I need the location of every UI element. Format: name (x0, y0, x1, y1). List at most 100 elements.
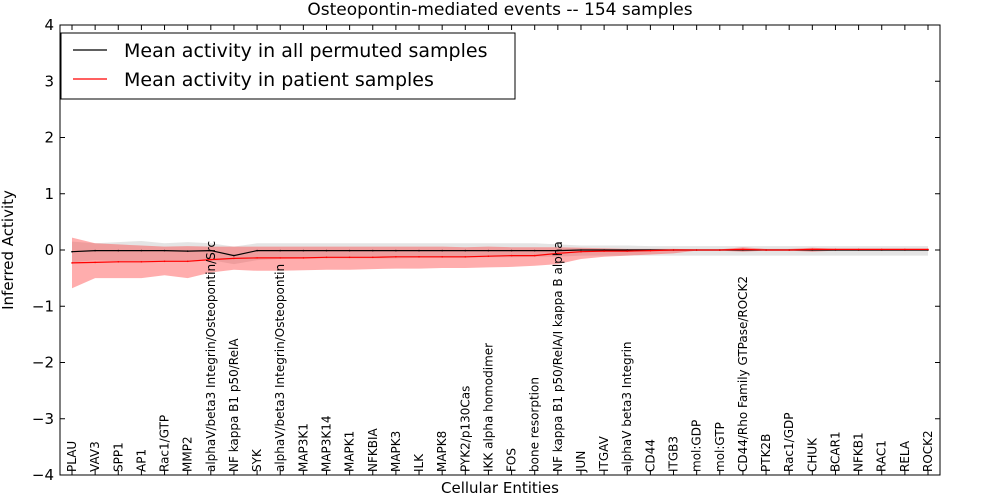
point-series-0 (186, 250, 189, 252)
x-tick-label: mol:GDP (690, 420, 704, 472)
legend: Mean activity in all permuted samples Me… (60, 32, 516, 100)
x-tick-label: ITGAV (597, 435, 611, 472)
y-tick-label: −2 (32, 354, 54, 372)
point-series-0 (487, 249, 490, 252)
point-series-1 (927, 248, 929, 251)
point-series-1 (533, 254, 536, 257)
point-series-0 (557, 249, 559, 252)
y-axis-label: Inferred Activity (0, 190, 17, 310)
point-series-1 (464, 255, 467, 258)
x-tick-label: ILK (412, 453, 426, 472)
point-series-1 (71, 262, 73, 264)
point-series-1 (603, 250, 605, 252)
point-series-1 (256, 257, 258, 259)
x-tick-label: SPP1 (111, 442, 125, 472)
point-series-0 (71, 250, 73, 253)
x-tick-label: NF kappa B1 p50/RelA/I kappa B alpha (551, 241, 565, 472)
point-series-1 (117, 261, 120, 263)
point-series-1 (348, 256, 351, 259)
point-series-1 (695, 249, 698, 251)
point-series-1 (233, 257, 235, 260)
point-series-1 (186, 260, 189, 263)
x-tick-label: PLAU (65, 441, 79, 472)
point-series-1 (279, 257, 282, 259)
y-tick-label: 3 (44, 72, 54, 90)
y-tick-label: 1 (44, 185, 54, 203)
x-tick-label: Rac1/GTP (158, 415, 172, 472)
x-tick-label: MMP2 (181, 436, 195, 472)
legend-label-patient: Mean activity in patient samples (124, 69, 434, 91)
y-axis: 4 3 2 1 0 −1 −2 −3 −4 (32, 16, 940, 484)
point-series-1 (418, 255, 420, 258)
point-series-1 (904, 248, 906, 251)
legend-box (60, 32, 516, 100)
point-series-0 (418, 249, 420, 252)
point-series-1 (765, 249, 767, 251)
point-series-0 (140, 249, 143, 252)
point-series-1 (557, 252, 559, 255)
point-series-0 (348, 249, 351, 252)
x-tick-label: VAV3 (88, 441, 102, 472)
x-tick-label: NFKB1 (852, 432, 866, 472)
y-tick-label: −3 (32, 410, 54, 428)
point-series-0 (603, 249, 605, 251)
x-tick-label: alphaV beta3 Integrin (620, 341, 634, 472)
point-series-1 (834, 248, 837, 251)
legend-label-permuted: Mean activity in all permuted samples (124, 40, 487, 62)
x-tick-label: RAC1 (875, 440, 889, 472)
x-tick-label: BCAR1 (829, 431, 843, 472)
point-series-1 (788, 249, 790, 251)
x-tick-label: CD44/Rho Family GTPase/ROCK2 (736, 276, 750, 472)
x-tick-label: RELA (898, 440, 912, 472)
y-tick-label: 2 (44, 129, 54, 147)
point-series-0 (626, 249, 628, 251)
point-series-0 (94, 249, 96, 252)
x-tick-label: AP1 (134, 449, 148, 472)
point-series-0 (533, 249, 536, 252)
x-tick-label: SYK (250, 448, 264, 472)
x-tick-label: MAPK3 (389, 431, 403, 472)
y-tick-label: 0 (44, 241, 54, 259)
x-tick-label: CHUK (805, 437, 819, 472)
x-tick-label: MAP3K14 (320, 415, 334, 472)
point-series-0 (117, 249, 120, 252)
y-tick-label: −1 (32, 297, 54, 315)
x-tick-label: IKK alpha homodimer (481, 343, 495, 472)
point-series-0 (233, 254, 235, 257)
chart-title: Osteopontin-mediated events -- 154 sampl… (307, 0, 692, 20)
point-series-1 (372, 256, 374, 259)
series-lines (71, 248, 929, 264)
point-series-1 (811, 248, 814, 251)
point-series-1 (163, 260, 166, 263)
x-tick-label: NF kappa B1 p50/RelA (227, 338, 241, 472)
point-series-1 (94, 261, 96, 264)
x-tick-label: JUN (574, 451, 588, 473)
point-series-1 (487, 255, 490, 257)
point-series-0 (163, 249, 166, 252)
point-series-1 (140, 261, 143, 263)
x-tick-label: alphaV/beta3 Integrin/Osteopontin/Src (204, 241, 218, 472)
point-series-1 (441, 255, 444, 258)
x-tick-label: ROCK2 (921, 430, 935, 472)
x-tick-label: CD44 (643, 439, 657, 472)
point-series-0 (302, 249, 305, 252)
confidence-bands (72, 237, 928, 289)
point-series-1 (580, 250, 582, 253)
point-series-1 (325, 256, 328, 259)
x-tick-label: ITGB3 (667, 436, 681, 472)
point-series-1 (719, 249, 721, 251)
point-series-0 (256, 249, 258, 252)
x-tick-label: Rac1/GDP (782, 413, 796, 472)
x-axis: PLAU VAV3 SPP1 AP1 Rac1/GTP MMP2 alphaV/beta3 … (65, 25, 935, 475)
x-tick-label: FOS (505, 448, 519, 472)
point-series-1 (857, 248, 860, 251)
point-series-0 (395, 249, 397, 252)
point-series-1 (626, 250, 628, 252)
point-series-1 (510, 254, 513, 257)
x-tick-label: MAP3K1 (296, 423, 310, 472)
x-tick-label: alphaV/beta3 Integrin/Osteopontin (273, 264, 287, 472)
point-series-1 (649, 249, 652, 252)
point-series-1 (302, 257, 305, 259)
x-tick-label: mol:GTP (713, 422, 727, 472)
